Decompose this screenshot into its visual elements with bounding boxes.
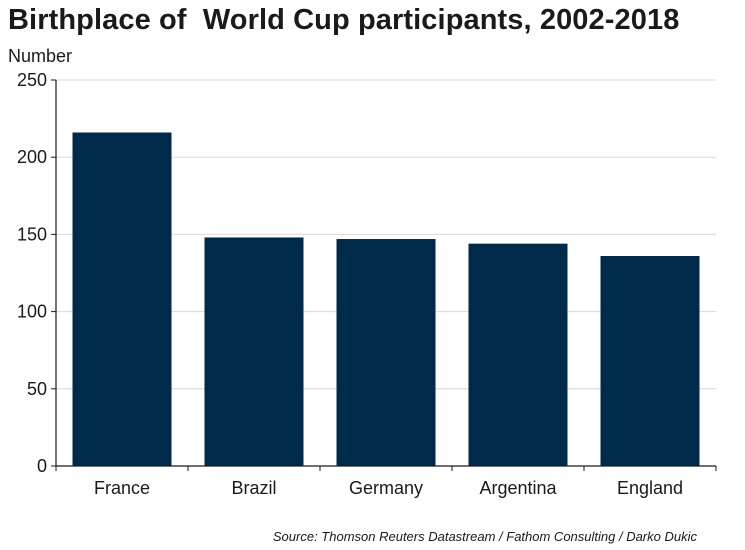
bar-england: [600, 256, 700, 466]
bar-brazil: [204, 237, 304, 466]
y-tick-label: 150: [17, 224, 47, 244]
chart-title: Birthplace of World Cup participants, 20…: [8, 4, 680, 36]
labels-layer: 0 50 100 150 200 250 France Brazil Germany Argent…: [17, 70, 683, 498]
bar-germany: [336, 239, 436, 466]
x-tick-label: Argentina: [479, 478, 557, 498]
bar-argentina: [468, 243, 568, 466]
source-note: Source: Thomson Reuters Datastream / Fat…: [272, 529, 697, 544]
bars-layer: [72, 132, 700, 466]
bar-france: [72, 132, 172, 466]
x-tick-label: England: [617, 478, 683, 498]
axis-layer: [51, 79, 717, 471]
y-tick-label: 200: [17, 147, 47, 167]
y-tick-label: 50: [27, 379, 47, 399]
y-tick-label: 0: [37, 456, 47, 476]
x-tick-label: Germany: [349, 478, 423, 498]
x-tick-label: Brazil: [231, 478, 276, 498]
y-axis-label: Number: [8, 46, 73, 66]
x-tick-label: France: [94, 478, 150, 498]
y-tick-label: 100: [17, 302, 47, 322]
y-tick-label: 250: [17, 70, 47, 90]
